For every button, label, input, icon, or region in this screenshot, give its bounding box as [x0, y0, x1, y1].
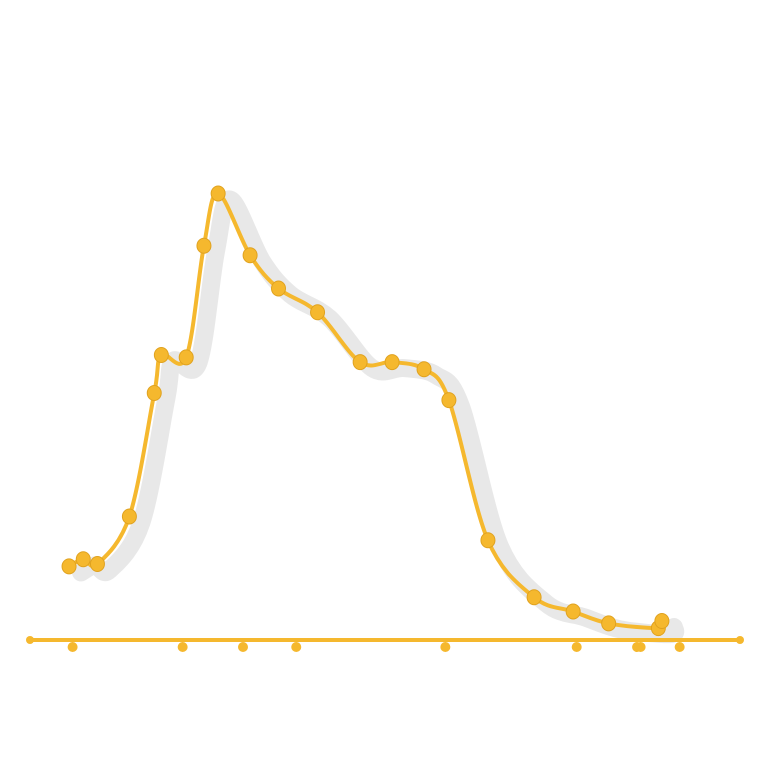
baseline-end-left [26, 636, 34, 644]
series-0-point-19 [601, 615, 617, 632]
series-0-point-14 [416, 361, 432, 378]
baseline-marker-8 [674, 642, 685, 652]
baseline-marker-4 [440, 642, 451, 652]
series-line-layer [67, 191, 666, 631]
series-0-point-13 [384, 354, 400, 371]
series-0-point-11 [310, 304, 326, 321]
baseline-end-right [736, 636, 744, 644]
baseline-marker-7 [635, 642, 646, 652]
baseline-marker-0 [67, 642, 78, 652]
series-0-point-6 [178, 349, 194, 366]
baseline-marker-2 [238, 642, 248, 652]
series-0-point-0 [61, 558, 77, 575]
series-0-point-10 [271, 280, 286, 297]
series-shadow-layer [72, 190, 685, 644]
series-0-point-3 [121, 508, 137, 525]
series-0-point-15 [441, 392, 457, 409]
baseline-marker-3 [291, 642, 302, 652]
series-0-point-9 [242, 247, 258, 264]
series-0-shadow [72, 190, 685, 644]
series-0-point-12 [352, 354, 368, 371]
series-points-layer [61, 185, 670, 637]
series-0-point-1 [75, 551, 91, 568]
series-0-point-5 [153, 347, 169, 363]
series-0-point-8 [210, 185, 226, 202]
series-0-point-2 [89, 556, 105, 572]
series-0-point-4 [146, 385, 162, 401]
series-0-line [67, 191, 666, 631]
series-0-point-7 [196, 237, 212, 254]
baseline-marker-5 [571, 642, 582, 652]
baseline-axis-layer [26, 636, 744, 652]
series-0-point-16 [480, 532, 496, 549]
series-0-point-18 [565, 603, 581, 620]
series-0-point-21 [654, 613, 670, 629]
baseline-marker-1 [177, 642, 188, 652]
series-0-point-17 [526, 589, 542, 606]
